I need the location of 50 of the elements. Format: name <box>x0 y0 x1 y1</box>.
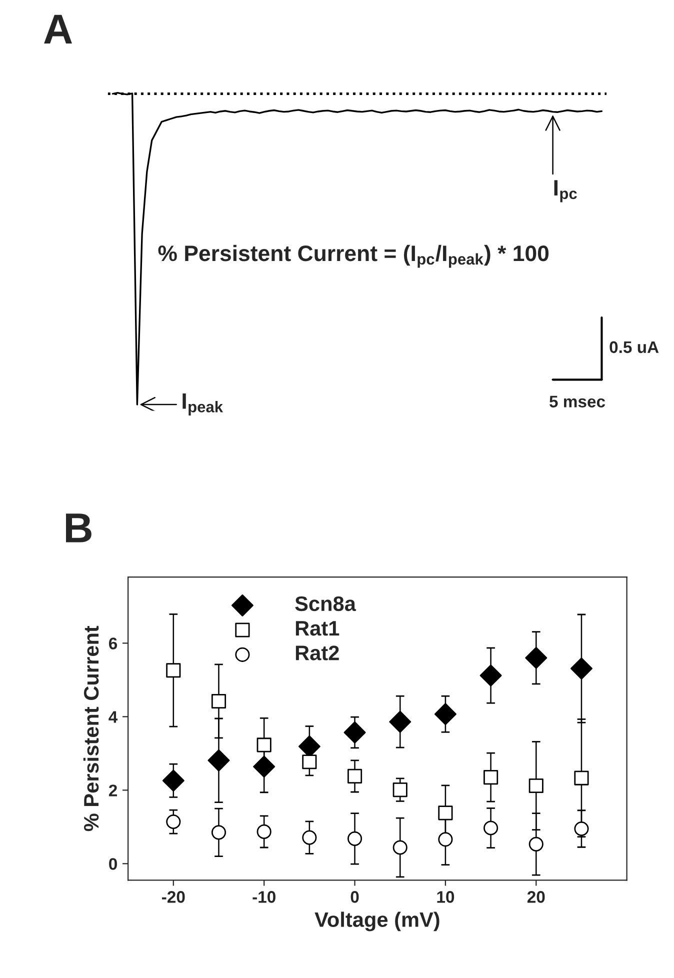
point <box>389 710 412 733</box>
point <box>525 646 548 669</box>
chart-title: A <box>44 14 72 44</box>
point <box>574 821 589 836</box>
legend-label: Scn8a <box>295 596 356 612</box>
x-tick-label: -20 <box>162 891 185 903</box>
point <box>211 825 226 840</box>
legend-label: Rat2 <box>296 646 339 660</box>
point <box>570 658 592 680</box>
x-tick-label: 10 <box>437 891 454 903</box>
y-tick-label: 6 <box>108 638 118 650</box>
point <box>166 814 181 830</box>
point <box>166 663 181 678</box>
y-axis-title: % Persistent Current <box>83 626 99 832</box>
x-tick-label: -10 <box>252 891 276 903</box>
point <box>528 778 544 794</box>
point <box>208 749 230 772</box>
y-tick-label: 2 <box>108 784 117 796</box>
point <box>347 831 362 846</box>
point <box>484 820 498 836</box>
legend-label: Rat1 <box>296 621 340 636</box>
annotation: % Persistent Current = (I$_{pc}$/I$_{peak}$) * 100 <box>158 244 549 268</box>
text: 0.5 uA <box>610 341 659 354</box>
point <box>256 824 272 839</box>
annotation: I$_{peak}$ <box>182 393 224 416</box>
point <box>302 754 317 770</box>
point <box>253 756 276 778</box>
point <box>347 768 362 784</box>
point <box>256 738 272 752</box>
x-tick-label: 0 <box>350 891 359 903</box>
point <box>438 832 453 847</box>
point <box>392 782 408 798</box>
point <box>302 830 317 845</box>
annotation: I$_{pc}$ <box>554 180 577 202</box>
y-tick-label: 4 <box>108 711 118 723</box>
point <box>392 840 408 855</box>
annotation: 5 msec <box>550 396 606 408</box>
point <box>344 721 366 744</box>
point <box>484 770 498 785</box>
x-axis-title: Voltage (mV) <box>314 912 440 932</box>
point <box>574 770 589 786</box>
chart-title: B <box>66 514 92 542</box>
point <box>438 806 453 820</box>
point <box>434 703 456 726</box>
point <box>480 664 502 686</box>
y-tick-label: 0 <box>109 858 117 870</box>
point <box>162 770 184 792</box>
point <box>211 694 226 709</box>
x-tick-label: 20 <box>527 891 545 903</box>
point <box>528 836 544 852</box>
